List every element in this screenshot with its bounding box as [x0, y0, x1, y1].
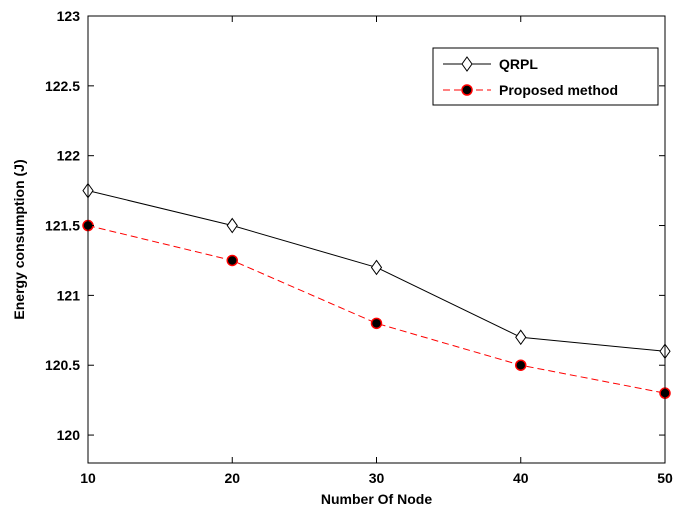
y-tick-label: 122 — [57, 148, 81, 164]
y-tick-label: 121 — [57, 287, 81, 303]
legend-marker-proposed-method — [461, 84, 473, 96]
legend-label-qrpl: QRPL — [499, 56, 538, 72]
legend: QRPL Proposed method — [432, 47, 659, 106]
data-point-qrpl — [370, 259, 383, 276]
y-tick-label: 120 — [57, 427, 81, 443]
y-tick-label: 121.5 — [45, 218, 80, 234]
legend-label-proposed-method: Proposed method — [499, 82, 618, 98]
data-point-proposed-method — [226, 254, 238, 267]
series-qrpl — [82, 182, 671, 360]
y-tick-label: 122.5 — [45, 78, 80, 94]
ticks-layer — [87, 15, 666, 463]
x-tick-label: 50 — [657, 470, 673, 486]
y-tick-label: 120.5 — [45, 357, 80, 373]
tick-labels-layer: 10 20 30 40 50 120 120.5 121 121.5 122 122.5 123 — [45, 8, 673, 486]
data-point-qrpl — [515, 329, 527, 346]
legend-marker-qrpl — [461, 56, 473, 72]
legend-box — [432, 47, 659, 106]
y-axis-title: Energy consumption (J) — [11, 159, 27, 319]
y-tick-label: 123 — [57, 8, 81, 24]
x-tick-label: 20 — [224, 470, 240, 486]
data-point-proposed-method — [515, 359, 527, 371]
data-point-proposed-method — [370, 317, 383, 330]
x-tick-label: 30 — [369, 470, 385, 486]
data-point-qrpl — [226, 217, 238, 234]
x-tick-label: 40 — [513, 470, 529, 486]
x-axis-title: Number Of Node — [321, 491, 432, 507]
x-tick-label: 10 — [80, 470, 96, 486]
